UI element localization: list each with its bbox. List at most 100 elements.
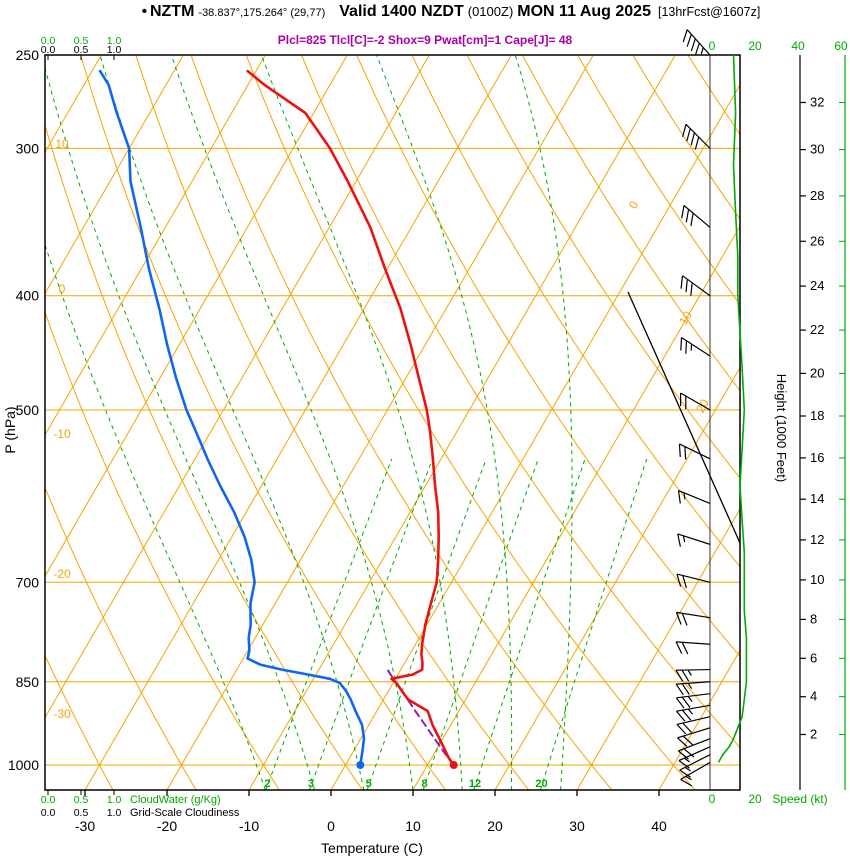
temp-tick-label: 0 (327, 818, 335, 834)
mixing-ratio-labels: 2 3 5 8 12 20 (264, 778, 547, 790)
dry-adiabat-line (45, 654, 114, 790)
height-tick-label: 24 (810, 278, 824, 293)
wind-barb (679, 754, 711, 778)
cloudwater-scale-label: 1.0 (107, 35, 122, 47)
moist-adiabat-line (45, 66, 316, 790)
dry-adiabat-line (245, 55, 696, 790)
plot-frame (44, 54, 741, 791)
pressure-tick-label: 500 (16, 402, 40, 418)
wind-barb (680, 761, 711, 787)
dry-adiabat-line (687, 55, 740, 136)
isotherm-line (412, 225, 740, 790)
height-tick-label: 6 (810, 650, 817, 665)
height-tick-label: 18 (810, 408, 824, 423)
dry-adiabat-line (45, 310, 280, 790)
pressure-tick-label: 250 (16, 47, 40, 63)
mixing-ratio-label: 20 (535, 778, 547, 790)
temperature-curve (246, 69, 455, 767)
height-tick-label: 20 (810, 365, 824, 380)
adiabat-label: 10 (55, 137, 69, 151)
wind-barb (680, 336, 711, 357)
wind-barb (680, 275, 711, 297)
dry-adiabat-line (521, 55, 740, 392)
mixing-ratio-label: 5 (366, 778, 372, 790)
wind-barb (675, 668, 711, 682)
height-tick-label: 8 (810, 611, 817, 626)
dry-adiabat-line (190, 55, 613, 790)
pressure-tick-label: 700 (16, 574, 40, 590)
temperature-axis: -30 -20 -10 0 10 20 30 40 Temperature (C) (75, 790, 667, 856)
wind-barbs (675, 29, 711, 787)
station-bullet-icon: • (141, 3, 147, 20)
height-tick-label: 28 (810, 188, 824, 203)
temp-tick-label: 20 (487, 818, 503, 834)
moist-adiabat-line (45, 243, 266, 790)
dry-adiabat-line (45, 123, 363, 790)
mixing-ratio-line (366, 458, 487, 790)
pressure-tick-label: 850 (16, 674, 40, 690)
height-tick-label: 16 (810, 450, 824, 465)
cloud-scales: 0.0 0.5 1.0 0.0 0.5 1.0 0.0 0.5 1.0 CloudWater (g… (41, 35, 240, 819)
speed-tick-label: 40 (791, 39, 805, 53)
pressure-tick-label: 300 (16, 140, 40, 156)
wind-barb (681, 205, 711, 228)
wind-barb (675, 681, 711, 696)
moist-adiabat-line (170, 55, 414, 790)
height-tick-label: 14 (810, 491, 824, 506)
height-tick-label: 30 (810, 142, 824, 157)
cloudwater-scale-label: 0.0 (41, 794, 56, 806)
wind-barb (680, 392, 711, 411)
height-tick-label: 2 (810, 726, 817, 741)
speed-axis: 0 20 40 60 0 20 Speed (kt) (709, 39, 848, 806)
dry-adiabat-line (301, 55, 740, 749)
temp-tick-label: -30 (75, 818, 95, 834)
pressure-axis: 250 300 400 500 700 850 1000 P (hPa) (2, 47, 39, 773)
isotherm-line (658, 649, 740, 790)
cloudiness-axis-title: Grid-Scale Cloudiness (130, 807, 240, 819)
model-name: NZTM (149, 3, 195, 20)
cloudiness-scale-label: 0.5 (74, 807, 89, 819)
valid-date: MON 11 Aug 2025 (517, 3, 651, 20)
cloudiness-scale-label: 0.0 (41, 44, 56, 56)
mixing-ratio-label: 12 (469, 778, 481, 790)
speed-tick-label: 20 (748, 792, 762, 806)
isotherm-label: 10 (676, 308, 695, 327)
wind-barb (677, 490, 711, 504)
cloudwater-axis-title: CloudWater (g/Kg) (130, 794, 221, 806)
dry-adiabat-line (743, 55, 850, 790)
adiabat-label: -10 (53, 427, 71, 441)
height-tick-label: 10 (810, 572, 824, 587)
dry-adiabat-line (411, 55, 740, 568)
dry-adiabat-line (135, 55, 530, 790)
wind-barb (677, 727, 711, 748)
wind-barb (675, 611, 711, 626)
isotherm-line (45, 55, 184, 295)
surface-temp-dot (449, 761, 458, 769)
mixing-ratio-line (473, 458, 586, 790)
wind-barb (675, 641, 711, 655)
cloudiness-scale-label: 1.0 (107, 807, 122, 819)
cloudiness-scale-label: 1.0 (107, 44, 122, 56)
wind-barb (678, 443, 711, 460)
height-tick-label: 12 (810, 532, 824, 547)
dry-adiabat-line (80, 55, 447, 790)
wind-barb (676, 704, 711, 722)
wind-barb (682, 123, 711, 150)
isotherm-line (45, 55, 266, 436)
speed-tick-label: 20 (748, 39, 762, 53)
speed-axis-title: Speed (kt) (772, 792, 827, 806)
dry-adiabat-line (356, 55, 740, 658)
wind-barb (682, 29, 711, 56)
adiabat-label: 0 (59, 282, 66, 296)
height-axis-title: Height (1000 Feet) (774, 374, 789, 482)
temp-tick-label: -10 (239, 818, 259, 834)
wind-barb (676, 716, 711, 735)
pressure-tick-label: 400 (16, 288, 40, 304)
surface-dewpoint-dot (356, 761, 365, 769)
temp-tick-label: 40 (651, 818, 667, 834)
mixing-ratio-label: 3 (308, 778, 314, 790)
cloudwater-scale-label: 0.5 (74, 794, 89, 806)
cloudwater-scale-label: 0.5 (74, 35, 89, 47)
